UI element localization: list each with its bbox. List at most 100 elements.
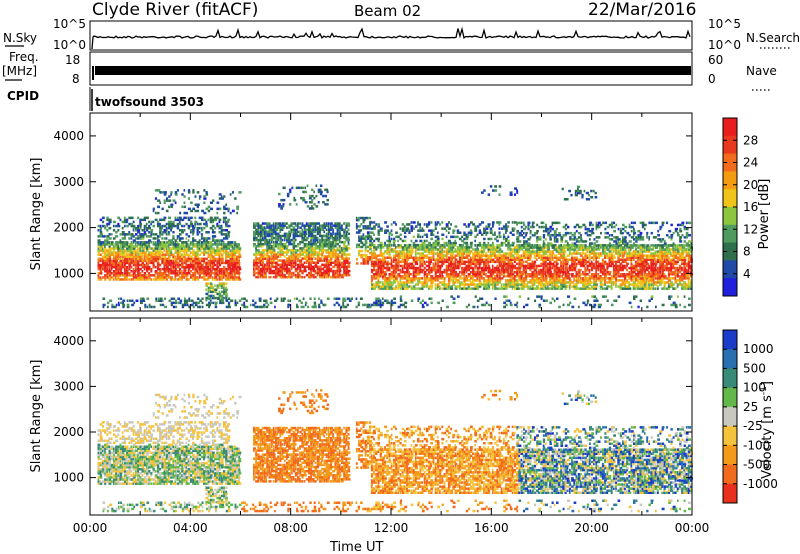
power-cell bbox=[185, 237, 188, 240]
power-cell bbox=[414, 268, 418, 272]
power-cell bbox=[586, 285, 589, 288]
power-cell bbox=[617, 252, 621, 255]
power-cell bbox=[117, 243, 119, 246]
power-cell bbox=[148, 259, 151, 263]
power-cell bbox=[279, 222, 282, 225]
power-cell bbox=[390, 258, 393, 261]
power-cell bbox=[121, 247, 125, 250]
power-cell bbox=[189, 229, 192, 232]
power-cell bbox=[216, 222, 219, 226]
power-cell bbox=[527, 252, 531, 255]
power-cell bbox=[163, 267, 167, 271]
power-cell bbox=[238, 265, 241, 269]
power-cell bbox=[174, 239, 177, 242]
power-cell bbox=[174, 267, 177, 271]
power-cell bbox=[397, 252, 400, 255]
power-cell bbox=[108, 222, 111, 226]
power-cell bbox=[370, 275, 373, 278]
power-cell bbox=[513, 281, 516, 284]
power-cell bbox=[628, 258, 632, 261]
power-cell bbox=[659, 275, 662, 278]
power-cell bbox=[257, 257, 261, 260]
power-cell bbox=[474, 252, 477, 255]
power-cell bbox=[531, 264, 535, 268]
power-cell bbox=[297, 275, 300, 279]
power-cell bbox=[288, 269, 291, 273]
power-cell bbox=[423, 266, 426, 270]
power-cell bbox=[487, 285, 491, 288]
power-cell bbox=[165, 241, 169, 244]
power-cell bbox=[507, 258, 510, 261]
power-cell bbox=[379, 248, 382, 251]
power-cell bbox=[355, 216, 358, 220]
power-cell bbox=[564, 258, 568, 261]
power-cell bbox=[637, 287, 640, 290]
power-cell bbox=[463, 273, 466, 276]
power-cell bbox=[148, 255, 150, 258]
power-cell bbox=[615, 244, 619, 247]
power-cell bbox=[163, 243, 167, 246]
power-cell bbox=[487, 281, 490, 284]
power-cell bbox=[472, 270, 476, 274]
power-cell bbox=[288, 259, 292, 262]
power-cell bbox=[165, 265, 169, 269]
power-cell bbox=[115, 267, 118, 271]
power-cell bbox=[606, 270, 609, 274]
power-cell bbox=[264, 226, 266, 229]
power-cell bbox=[652, 262, 656, 266]
power-cell bbox=[227, 247, 231, 250]
power-cell bbox=[626, 264, 628, 268]
power-cell bbox=[257, 232, 261, 236]
power-cell bbox=[270, 234, 274, 238]
power-cell bbox=[198, 197, 201, 200]
freq-strip: Freq. [MHz] 18 8 60 0 Nave bbox=[2, 50, 777, 91]
power-cell bbox=[216, 201, 220, 204]
power-cell bbox=[544, 264, 548, 268]
power-cell bbox=[310, 234, 314, 238]
power-cell bbox=[410, 256, 413, 259]
power-cell bbox=[423, 246, 427, 249]
power-cell bbox=[551, 273, 554, 276]
power-cell bbox=[621, 283, 624, 286]
power-cell bbox=[498, 287, 501, 290]
power-cell bbox=[310, 249, 314, 252]
power-cell bbox=[395, 260, 398, 264]
power-cell bbox=[312, 267, 315, 271]
power-cell bbox=[106, 229, 109, 232]
power-cell bbox=[590, 256, 594, 259]
power-cell bbox=[130, 251, 134, 254]
power-cell bbox=[505, 268, 508, 272]
power-cell bbox=[661, 250, 664, 253]
power-cell bbox=[227, 209, 230, 213]
power-cell bbox=[253, 263, 256, 267]
power-cell bbox=[148, 276, 151, 279]
power-cell bbox=[355, 231, 359, 234]
power-cell bbox=[494, 287, 497, 290]
power-cell bbox=[513, 260, 516, 264]
power-cell bbox=[101, 220, 105, 224]
power-cell bbox=[121, 220, 125, 224]
power-cell bbox=[172, 270, 175, 273]
power-cell bbox=[233, 272, 237, 275]
power-cell bbox=[549, 254, 552, 257]
power-cell bbox=[494, 252, 496, 255]
power-cell bbox=[423, 270, 427, 274]
power-cell bbox=[141, 241, 145, 244]
power-cell bbox=[577, 268, 581, 272]
power-cell bbox=[648, 283, 650, 286]
power-cell bbox=[176, 255, 180, 258]
power-cell bbox=[345, 253, 349, 256]
power-cell bbox=[369, 227, 371, 230]
power-cell bbox=[294, 234, 297, 238]
power-cell bbox=[174, 274, 178, 277]
power-cell bbox=[650, 279, 653, 282]
power-cell bbox=[643, 270, 647, 274]
power-cell bbox=[540, 275, 544, 278]
power-cell bbox=[181, 274, 184, 277]
power-cell bbox=[472, 254, 475, 257]
power-cell bbox=[643, 275, 647, 278]
power-cell bbox=[181, 257, 183, 261]
power-cell bbox=[386, 287, 389, 290]
power-cell bbox=[347, 271, 350, 275]
power-cell bbox=[338, 255, 341, 258]
